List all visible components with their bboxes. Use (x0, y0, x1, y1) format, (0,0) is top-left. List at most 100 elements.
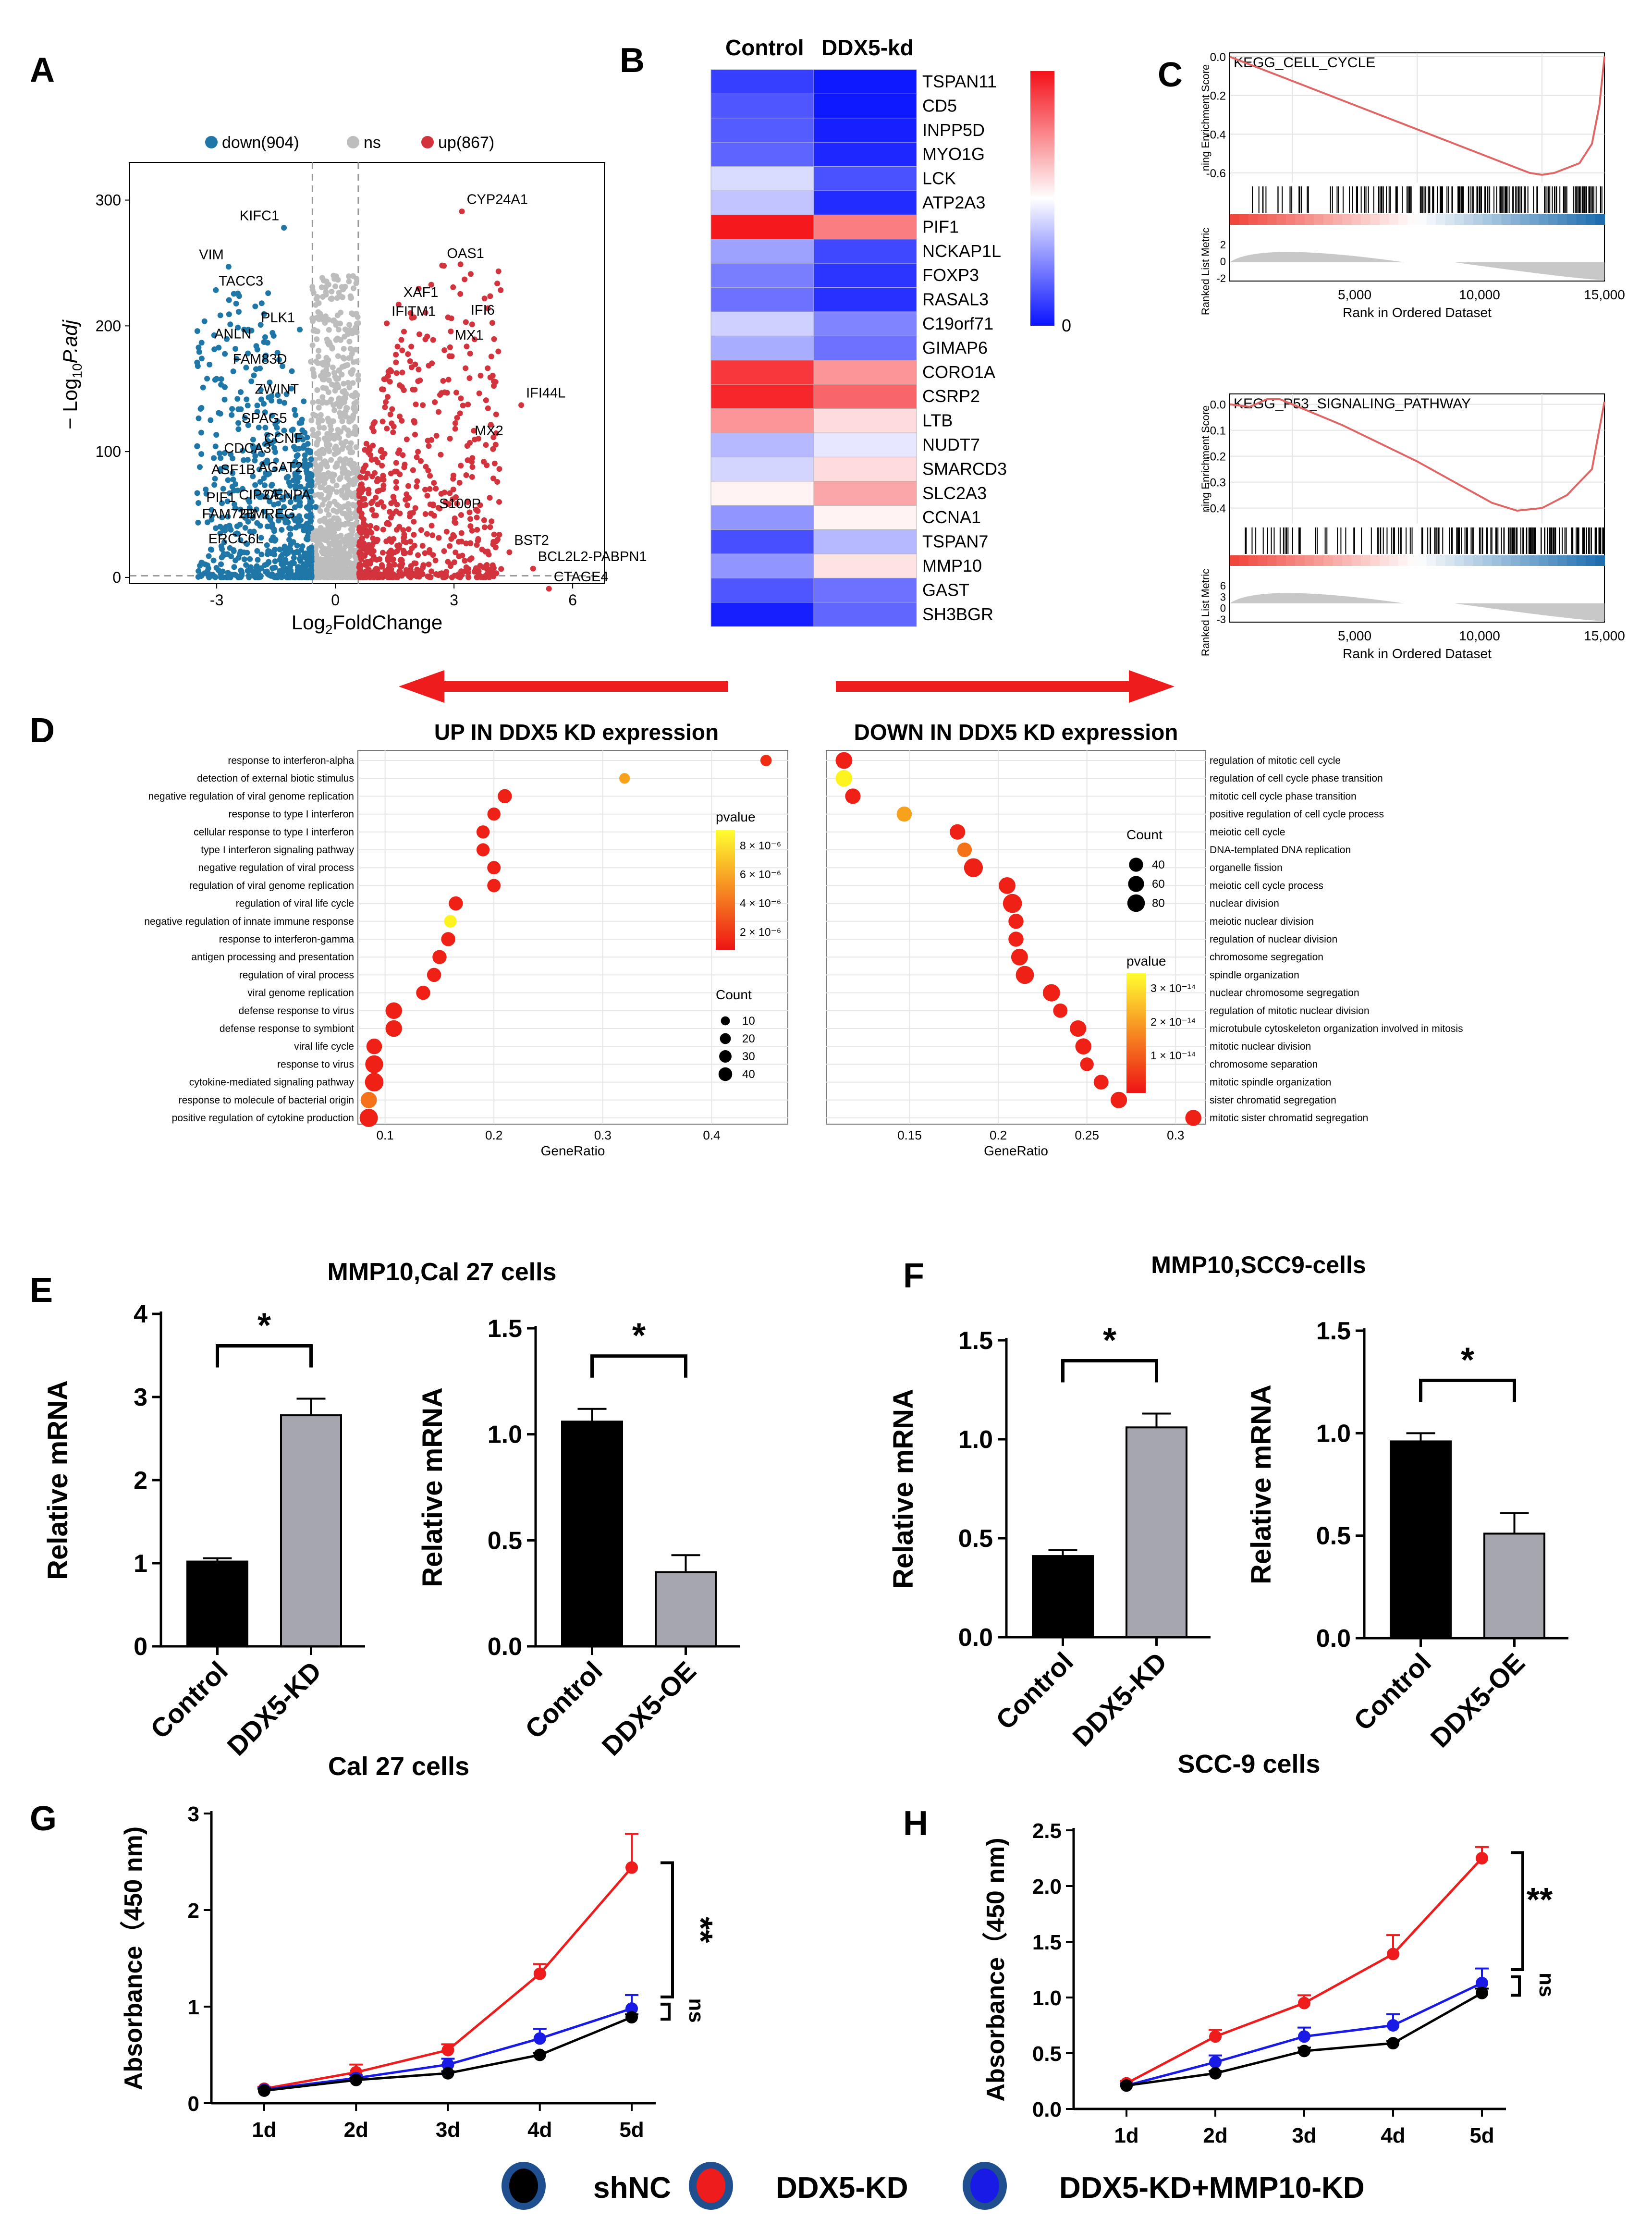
data-point (467, 440, 473, 446)
data-point (484, 562, 490, 568)
data-point (239, 486, 245, 492)
data-point (370, 442, 376, 449)
go-dot (449, 896, 463, 911)
data-point (321, 557, 327, 564)
data-point (412, 505, 418, 511)
go-term-label: regulation of nuclear division (1210, 934, 1337, 945)
go-term-label: regulation of mitotic nuclear division (1210, 1005, 1370, 1017)
data-point (378, 447, 384, 453)
rank-strip (1557, 555, 1567, 566)
x-tick-label: 5,000 (1338, 628, 1371, 643)
data-point (213, 565, 220, 571)
heatmap-cell (710, 408, 814, 433)
data-point (428, 282, 434, 288)
data-point (414, 478, 420, 484)
data-point (369, 507, 375, 513)
x-axis-title: Rank in Ordered Dataset (1343, 305, 1492, 320)
go-dot (1075, 1038, 1092, 1054)
data-point (387, 379, 393, 385)
data-point (299, 427, 306, 433)
data-point (272, 538, 278, 544)
data-point (412, 361, 418, 368)
heatmap-row-label: LTB (922, 411, 953, 430)
go-dot-plot: regulation of mitotic cell cycle regulati… (826, 750, 1463, 1158)
go-dot (1185, 1110, 1201, 1126)
legend-tick-label: 2 × 10⁻⁶ (740, 926, 781, 938)
data-point (447, 563, 453, 569)
data-point (274, 425, 280, 431)
data-point (308, 556, 315, 562)
go-term-label: regulation of viral genome replication (189, 880, 354, 891)
arrow-head-right (1129, 670, 1175, 703)
rank-strip (1333, 555, 1343, 566)
data-point (363, 441, 369, 447)
data-point (275, 392, 281, 398)
heatmap-cell (813, 311, 917, 336)
x-tick-label: 0.2 (485, 1128, 502, 1142)
go-term-label: chromosome separation (1210, 1059, 1318, 1070)
heatmap-row-label: GIMAP6 (922, 338, 988, 357)
data-point (194, 328, 200, 334)
go-dot (964, 858, 983, 877)
data-point (422, 550, 428, 556)
go-dot (845, 788, 861, 804)
data-point (371, 573, 378, 579)
data-point (259, 451, 265, 457)
legend-tick-label: 10 (742, 1015, 755, 1028)
gene-label: AGAT2 (258, 460, 303, 475)
legend-label: shNC (593, 2171, 671, 2205)
data-point (286, 479, 292, 485)
go-term-label: nuclear division (1210, 898, 1279, 909)
data-point (469, 527, 475, 534)
data-point (353, 280, 359, 286)
heatmap-row-label: FOXP3 (922, 265, 979, 285)
data-point (452, 426, 458, 432)
data-point (272, 449, 278, 455)
data-point (481, 295, 488, 302)
data-point (428, 568, 435, 575)
volcano-plot: down(904) ns up(867) KIFC1 VIM TACC3 PLK1 ANLN F… (59, 134, 647, 637)
heatmap-cell (813, 384, 917, 409)
data-point (273, 457, 279, 464)
data-point (213, 525, 219, 531)
data-point (349, 430, 355, 437)
data-point (416, 285, 422, 292)
rank-strip (1295, 214, 1305, 225)
data-point (270, 333, 277, 339)
data-point (311, 327, 318, 333)
y-tick-label: 2 (134, 1467, 147, 1495)
data-point (411, 418, 417, 424)
data-point (320, 369, 326, 375)
data-point (237, 537, 244, 543)
data-point (256, 466, 262, 473)
data-point (211, 574, 218, 580)
gene-label: FAM83D (233, 352, 287, 367)
data-point (383, 399, 389, 405)
data-point (196, 344, 202, 351)
go-term-label: mitotic cell cycle phase transition (1210, 791, 1357, 802)
rank-strip (1314, 214, 1324, 225)
data-point (296, 513, 302, 519)
data-point (294, 567, 301, 573)
data-point (296, 474, 302, 480)
data-point (196, 349, 202, 355)
go-term-label: regulation of viral life cycle (236, 898, 354, 909)
data-point (448, 328, 454, 334)
data-point (414, 483, 420, 490)
data-point (373, 512, 379, 518)
data-point (340, 443, 346, 449)
y-tick-label: 0.5 (1316, 1522, 1351, 1550)
data-point (349, 526, 355, 532)
data-point (346, 321, 353, 328)
data-point (488, 566, 494, 572)
data-point (398, 556, 404, 563)
data-point (338, 521, 344, 527)
data-point (439, 262, 445, 269)
heatmap-cell (813, 602, 917, 627)
data-point (315, 430, 321, 436)
data-point (244, 550, 250, 556)
data-point (363, 475, 369, 481)
y-tick-label: 3 (134, 1384, 147, 1411)
data-point (275, 513, 281, 519)
growth-curve: 0 1 2 3 1d 2d 3d 4d 5d ** ns Cal 27 cells Absorbance… (120, 1752, 720, 2142)
